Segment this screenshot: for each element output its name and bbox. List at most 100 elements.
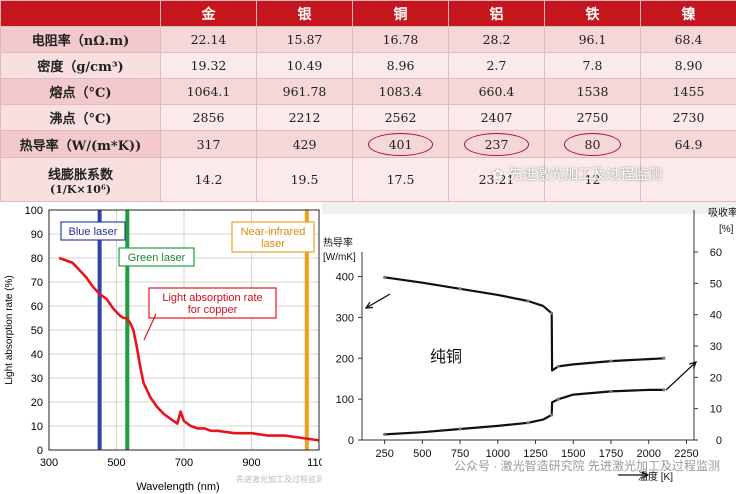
table-cell: 2750 xyxy=(544,104,641,131)
right-tick-label: 60 xyxy=(710,247,722,259)
plot-frame xyxy=(48,209,320,451)
table-cell: 429 xyxy=(256,130,353,158)
x-tick-label: 250 xyxy=(375,448,393,460)
data-point xyxy=(662,356,666,360)
table-cell: 1455 xyxy=(640,78,736,105)
right-axis-arrow xyxy=(665,361,697,391)
table-cell: 7.8 xyxy=(544,52,641,79)
table-cell: 28.2 xyxy=(448,26,545,53)
table-row: 热导率（W/(m*K)) 317 429 401 237 80 64.9 xyxy=(0,130,736,158)
series-label-text: Light absorption rate xyxy=(162,292,262,304)
x-tick-label: 900 xyxy=(242,457,260,469)
table-cell: 19.32 xyxy=(160,52,257,79)
table-cell: 1064.1 xyxy=(160,78,257,105)
right-chart-watermark: 公众号 · 激光智造研究院 先进激光加工及过程监测 xyxy=(454,458,720,473)
row-label: 热导率（W/(m*K)) xyxy=(0,130,161,158)
table-cell: 10.49 xyxy=(256,52,353,79)
table-cell: 237 xyxy=(448,130,545,158)
data-point xyxy=(609,359,613,363)
data-point xyxy=(550,413,554,417)
right-tick-label: 40 xyxy=(710,310,722,322)
table-cell: 8.96 xyxy=(352,52,449,79)
left-axis-arrow xyxy=(365,293,391,309)
green-laser-label: Green laser xyxy=(118,247,195,267)
left-tick-label: 100 xyxy=(336,394,354,406)
right-tick-label: 10 xyxy=(710,404,722,416)
row-label: 线膨胀系数 (1/K×10⁶) xyxy=(0,157,161,202)
column-header: 镍 xyxy=(640,0,736,27)
table-header-row: 金 银 铜 铝 铁 镍 xyxy=(0,0,736,27)
table-row: 沸点（°C) 2856 2212 2562 2407 2750 2730 xyxy=(0,104,736,131)
table-cell: 317 xyxy=(160,130,257,158)
y-tick-label: 50 xyxy=(31,325,43,337)
data-point xyxy=(526,299,530,303)
table-cell: 961.78 xyxy=(256,78,353,105)
data-point xyxy=(383,275,387,279)
data-point xyxy=(609,389,613,394)
header-corner xyxy=(0,0,161,27)
left-tick-label: 0 xyxy=(348,435,354,447)
x-axis-label: 温度 [K] xyxy=(638,470,673,483)
copper-absorption-line xyxy=(58,256,320,442)
x-tick-label: 1100 xyxy=(307,457,322,469)
left-axis-label-line2: [W/mK] xyxy=(323,252,356,263)
blue-laser-label: Blue laser xyxy=(60,221,126,241)
table-cell: 8.90 xyxy=(640,52,736,79)
metal-properties-table: 金 银 铜 铝 铁 镍 电阻率（nΩ.m) 22.14 15.87 16.78 … xyxy=(0,0,736,202)
x-tick-label: 2000 xyxy=(636,448,660,460)
table-cell: 2562 xyxy=(352,104,449,131)
y-tick-label: 0 xyxy=(37,445,43,457)
table-row: 线膨胀系数 (1/K×10⁶) 14.2 19.5 17.5 23.21 12 xyxy=(0,157,736,202)
table-cell: 96.1 xyxy=(544,26,641,53)
y-tick-label: 40 xyxy=(31,349,43,361)
x-tick-label: 750 xyxy=(451,448,469,460)
left-chart-watermark: 先进激光加工及过程监测 xyxy=(236,474,322,484)
data-point xyxy=(550,311,554,315)
x-tick-label: 1250 xyxy=(523,448,547,460)
x-tick-label: 2250 xyxy=(674,448,698,460)
y-tick-label: 100 xyxy=(25,205,43,217)
x-tick-label: 300 xyxy=(40,457,58,469)
x-axis-arrow-head xyxy=(641,471,650,479)
right-tick-label: 0 xyxy=(716,435,722,447)
row-label-line2: (1/K×10⁶) xyxy=(50,182,111,196)
table-watermark: ✿ 先进激光加工及过程监测 xyxy=(492,167,663,183)
row-label: 密度（g/cm³) xyxy=(0,52,161,79)
data-point xyxy=(383,432,387,436)
green-laser-label-box xyxy=(118,247,195,267)
x-tick-label: 500 xyxy=(413,448,431,460)
data-point xyxy=(662,388,666,392)
series-label-box xyxy=(148,287,277,319)
x-tick-label: 500 xyxy=(107,457,125,469)
blue-laser-label-text: Blue laser xyxy=(69,226,118,238)
absorption-chart: 0 10 20 30 40 50 60 70 80 90 100 300 500 700 900 1100 B… xyxy=(0,202,322,494)
data-point xyxy=(458,427,462,431)
right-axis-label-line2: [%] xyxy=(719,224,734,235)
x-tick-label: 1500 xyxy=(561,448,585,460)
x-tick-label: 1750 xyxy=(599,448,623,460)
column-header: 铝 xyxy=(448,0,545,27)
series-label-text: for copper xyxy=(188,304,238,316)
table-cell: 1538 xyxy=(544,78,641,105)
table-cell: 22.14 xyxy=(160,26,257,53)
data-point xyxy=(526,421,530,425)
right-tick-label: 20 xyxy=(710,372,722,384)
chart-title: 纯铜 xyxy=(430,348,462,366)
table-cell: 401 xyxy=(352,130,449,158)
table-row: 电阻率（nΩ.m) 22.14 15.87 16.78 28.2 96.1 68… xyxy=(0,26,736,53)
table-row: 熔点（°C) 1064.1 961.78 1083.4 660.4 1538 1… xyxy=(0,78,736,105)
row-label: 电阻率（nΩ.m) xyxy=(0,26,161,53)
series-label-pointer xyxy=(143,313,157,341)
thermal-conductivity-chart: 0 100 200 300 400 0 10 20 30 40 50 60 250 500 750 1000 1… xyxy=(322,202,736,494)
table-cell: 2.7 xyxy=(448,52,545,79)
y-tick-label: 70 xyxy=(31,277,43,289)
right-axis-arrow-head xyxy=(689,360,698,369)
left-tick-label: 200 xyxy=(336,353,354,365)
nir-laser-label-text: laser xyxy=(261,238,285,250)
table-cell: 2730 xyxy=(640,104,736,131)
right-tick-label: 30 xyxy=(710,341,722,353)
table-cell: 17.5 xyxy=(352,157,449,202)
y-tick-label: 80 xyxy=(31,253,43,265)
x-tick-label: 700 xyxy=(175,457,193,469)
